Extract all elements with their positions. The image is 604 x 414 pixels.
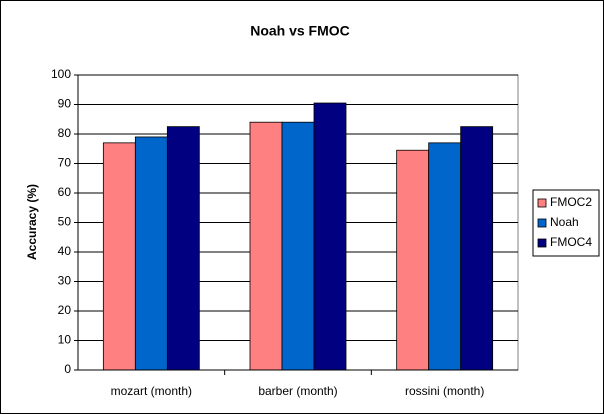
bar [102, 142, 136, 371]
legend-label: Noah [550, 215, 579, 229]
y-tick-label: 40 [58, 244, 72, 258]
legend-swatch [537, 218, 547, 228]
bar [428, 142, 462, 371]
chart-title: Noah vs FMOC [250, 23, 350, 39]
y-tick-label: 100 [51, 67, 71, 81]
x-tick-label: mozart (month) [111, 384, 192, 398]
legend-label: FMOC2 [550, 195, 592, 209]
y-tick-label: 60 [58, 185, 72, 199]
y-tick-label: 30 [58, 274, 72, 288]
y-tick-label: 20 [58, 303, 72, 317]
x-tick-label: barber (month) [258, 384, 337, 398]
y-tick-label: 0 [64, 362, 71, 376]
bar [396, 149, 430, 371]
x-tick-label: rossini (month) [405, 384, 484, 398]
legend-swatch [537, 238, 547, 248]
y-tick-label: 70 [58, 156, 72, 170]
y-tick-label: 90 [58, 97, 72, 111]
bar [249, 121, 283, 371]
y-axis-label: Accuracy (%) [25, 184, 39, 260]
y-tick-label: 50 [58, 215, 72, 229]
y-tick-label: 10 [58, 333, 72, 347]
legend-label: FMOC4 [550, 235, 592, 249]
bar [281, 121, 315, 371]
bar [460, 126, 494, 371]
legend-swatch [537, 198, 547, 208]
bar [134, 136, 168, 371]
y-tick-label: 80 [58, 126, 72, 140]
bar [313, 102, 347, 371]
bar [166, 126, 200, 371]
